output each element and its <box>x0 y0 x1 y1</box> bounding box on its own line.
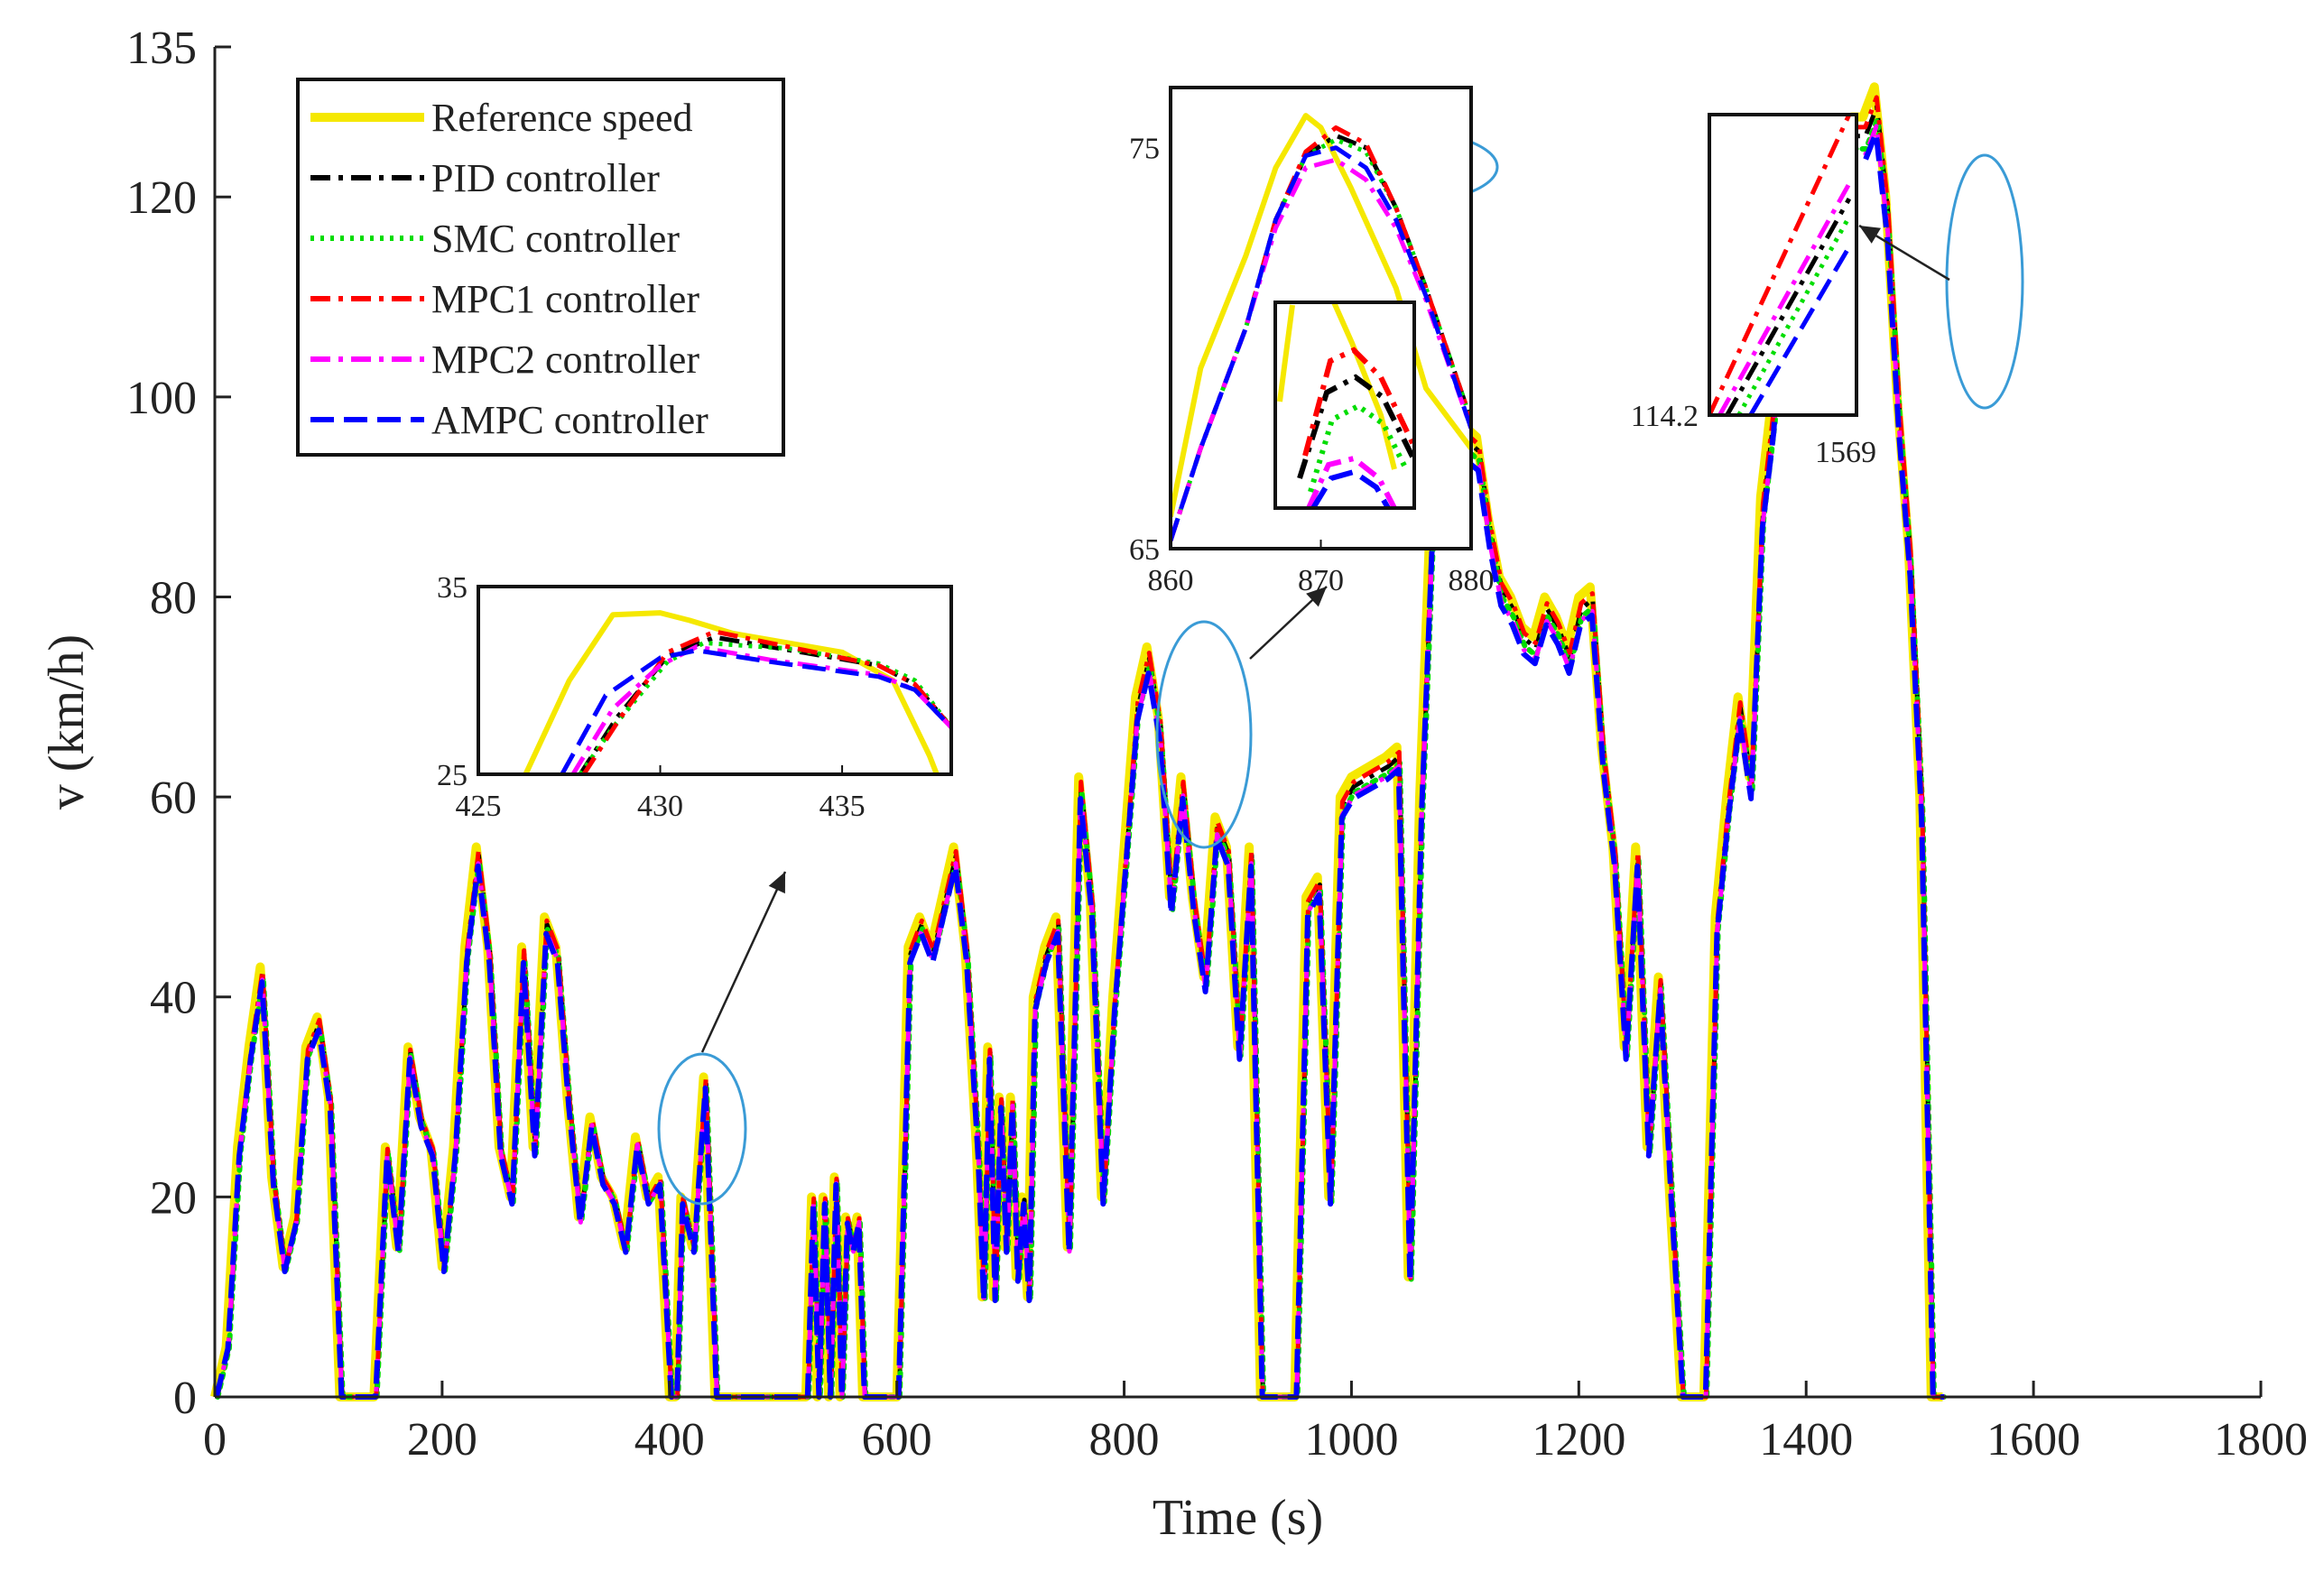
inset-series-line-mpc2-controller <box>570 644 951 774</box>
y-tick-label: 60 <box>150 772 197 824</box>
callout-arrow-line <box>700 871 787 1053</box>
nested-curve <box>1297 374 1414 479</box>
series-line-ampc-controller <box>213 130 1945 1400</box>
y-tick-label: 40 <box>150 973 197 1024</box>
inset-y-tick-label: 25 <box>437 759 468 792</box>
x-tick-label: 600 <box>862 1414 932 1466</box>
inset-background <box>478 587 951 774</box>
inset-y-tick-label: 35 <box>437 571 468 605</box>
legend-label: MPC2 controller <box>431 338 699 382</box>
main-axes: 0 200 400 600 800 1000 1200 1400 1600 1800 0 20 40 60… <box>39 23 2308 1546</box>
callout-arrow-head <box>768 872 785 894</box>
inset-lines <box>523 610 951 774</box>
inset-series-line-mpc1-controller <box>1709 115 1852 415</box>
inset-series-line-ampc-controller <box>560 648 951 774</box>
legend: Reference speed PID controller SMC control… <box>296 78 785 457</box>
inset-series-line-mpc2-controller <box>1171 157 1471 541</box>
nested-frame <box>1273 301 1416 510</box>
inset-y-tick-label: 75 <box>1129 133 1160 166</box>
nested-lines <box>1277 302 1414 508</box>
main-plot-lines <box>210 82 1949 1401</box>
inset-x-tick-label: 435 <box>819 790 866 823</box>
inset-frame <box>477 585 953 776</box>
zoom-ellipse <box>657 1052 747 1206</box>
inset-x-tick-label: 425 <box>456 790 502 823</box>
y-tick-label: 20 <box>150 1172 197 1224</box>
legend-label: AMPC controller <box>431 398 708 442</box>
legend-label: MPC1 controller <box>431 277 699 321</box>
inset-x-tick-label: 860 <box>1148 564 1194 597</box>
y-tick-label: 120 <box>126 172 197 224</box>
legend-label: PID controller <box>431 156 660 200</box>
inset-x-tick-label: 1569 <box>1815 436 1876 469</box>
x-axis-label: Time (s) <box>1153 1490 1323 1546</box>
inset-series-line-mpc2-controller <box>1718 182 1852 415</box>
x-tick-label: 1600 <box>1986 1414 2080 1466</box>
inset-y-tick-label: 114.2 <box>1631 400 1699 433</box>
inset-inset-1569: 1569 114.2 <box>1631 113 1876 469</box>
inset-frame <box>1708 113 1858 417</box>
inset-y-tick-label: 65 <box>1129 533 1160 567</box>
inset-x-tick-label: 880 <box>1449 564 1495 597</box>
nested-curve <box>1277 302 1397 470</box>
nested-curve <box>1308 402 1409 493</box>
inset-series-line-reference-speed <box>523 610 940 774</box>
inset-series-line-ampc-controller <box>1171 145 1471 541</box>
y-tick-label: 0 <box>173 1373 197 1424</box>
inset-inset-430: 425 430 435 25 35 <box>437 571 953 823</box>
inset-lines <box>1709 115 1852 415</box>
y-axis-label: v (km/h) <box>39 634 95 809</box>
y-tick-label: 135 <box>126 23 197 74</box>
y-tick-label: 80 <box>150 572 197 624</box>
inset-series-line-mpc1-controller <box>1171 125 1471 541</box>
x-tick-label: 1000 <box>1304 1414 1398 1466</box>
inset-series-line-smc-controller <box>1171 137 1471 541</box>
inset-x-tick-label: 430 <box>637 790 683 823</box>
nested-inset-870 <box>1273 301 1416 510</box>
inset-series-line-pid-controller <box>1725 197 1852 415</box>
callout-arrow-head <box>1306 587 1327 607</box>
nested-curve <box>1302 347 1414 457</box>
inset-x-tick-label: 870 <box>1298 564 1344 597</box>
x-tick-label: 800 <box>1089 1414 1160 1466</box>
y-tick-label: 100 <box>126 373 197 424</box>
legend-box <box>296 78 785 457</box>
nested-curve <box>1310 468 1391 508</box>
x-tick-label: 200 <box>407 1414 477 1466</box>
x-tick-label: 1800 <box>2214 1414 2308 1466</box>
x-tick-label: 0 <box>203 1414 227 1466</box>
zoom-ellipse <box>1155 620 1253 849</box>
x-tick-label: 400 <box>634 1414 705 1466</box>
x-tick-label: 1200 <box>1532 1414 1625 1466</box>
zoom-ellipse <box>1945 153 2024 410</box>
inset-series-line-smc-controller <box>1736 215 1852 415</box>
callout-arrow-head <box>1859 226 1882 244</box>
legend-label: SMC controller <box>431 217 680 261</box>
x-tick-label: 1400 <box>1759 1414 1853 1466</box>
legend-label: Reference speed <box>431 96 692 140</box>
nested-curve <box>1306 455 1397 508</box>
inset-plots: 425 430 435 25 35 860 870 880 65 75 1569 114.2 <box>437 86 1876 823</box>
